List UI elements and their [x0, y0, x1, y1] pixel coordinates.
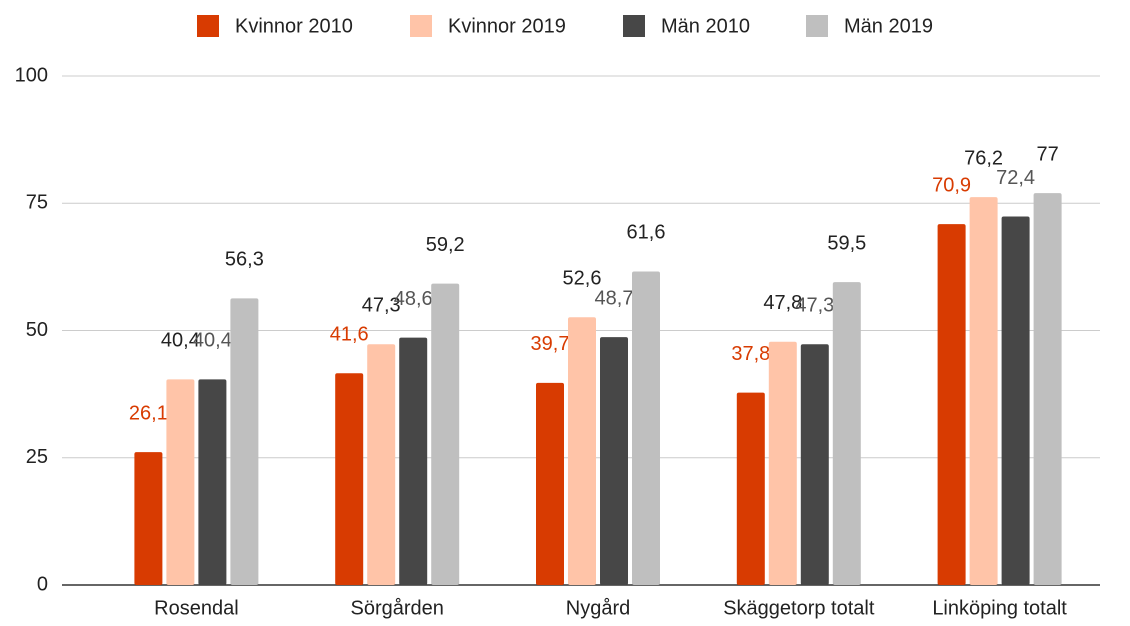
bar — [800, 344, 829, 585]
bar — [736, 392, 765, 585]
legend-swatch — [410, 15, 432, 37]
bar — [1033, 193, 1062, 585]
y-tick-label: 0 — [37, 573, 48, 595]
value-label: 40,4 — [161, 330, 200, 352]
value-label: 40,4 — [193, 330, 232, 352]
value-label: 47,3 — [362, 295, 401, 317]
bar — [568, 317, 596, 585]
y-tick-label: 50 — [26, 319, 48, 341]
bar — [937, 224, 966, 585]
value-label: 47,3 — [795, 295, 834, 317]
bar — [367, 344, 396, 585]
bar — [230, 298, 259, 585]
value-label: 77 — [1036, 143, 1058, 165]
x-tick-label: Rosendal — [154, 597, 239, 619]
value-label: 48,6 — [394, 288, 433, 310]
legend-label: Män 2019 — [844, 15, 933, 37]
value-label: 39,7 — [531, 333, 570, 355]
bar — [969, 197, 998, 585]
bar — [134, 452, 163, 585]
x-tick-label: Nygård — [566, 597, 630, 619]
bar — [536, 382, 564, 585]
value-label: 47,8 — [763, 292, 802, 314]
legend-swatch — [806, 15, 828, 37]
y-tick-label: 25 — [26, 446, 48, 468]
value-label: 52,6 — [563, 268, 602, 290]
bar — [632, 271, 660, 585]
value-label: 72,4 — [996, 167, 1035, 189]
value-label: 61,6 — [627, 222, 666, 244]
bar — [335, 373, 364, 585]
legend-label: Män 2010 — [661, 15, 750, 37]
bar — [198, 379, 227, 585]
value-label: 26,1 — [129, 402, 168, 424]
value-label: 70,9 — [932, 174, 971, 196]
bar — [431, 283, 460, 585]
bar — [832, 282, 861, 585]
bar — [1001, 216, 1030, 585]
y-tick-label: 100 — [15, 64, 48, 86]
value-label: 59,2 — [426, 234, 465, 256]
value-label: 41,6 — [330, 324, 369, 346]
bar — [768, 341, 797, 585]
value-label: 56,3 — [225, 249, 264, 271]
bar — [600, 337, 628, 585]
legend-label: Kvinnor 2019 — [448, 15, 566, 37]
value-label: 48,7 — [595, 287, 634, 309]
legend-swatch — [623, 15, 645, 37]
bar — [399, 337, 428, 585]
bar — [166, 379, 195, 585]
legend-swatch — [197, 15, 219, 37]
legend-label: Kvinnor 2010 — [235, 15, 353, 37]
y-tick-label: 75 — [26, 192, 48, 214]
x-tick-label: Skäggetorp totalt — [723, 597, 875, 619]
x-tick-label: Linköping totalt — [932, 597, 1067, 619]
x-tick-label: Sörgården — [350, 597, 443, 619]
value-label: 59,5 — [827, 232, 866, 254]
value-label: 37,8 — [731, 343, 770, 365]
value-label: 76,2 — [964, 147, 1003, 169]
